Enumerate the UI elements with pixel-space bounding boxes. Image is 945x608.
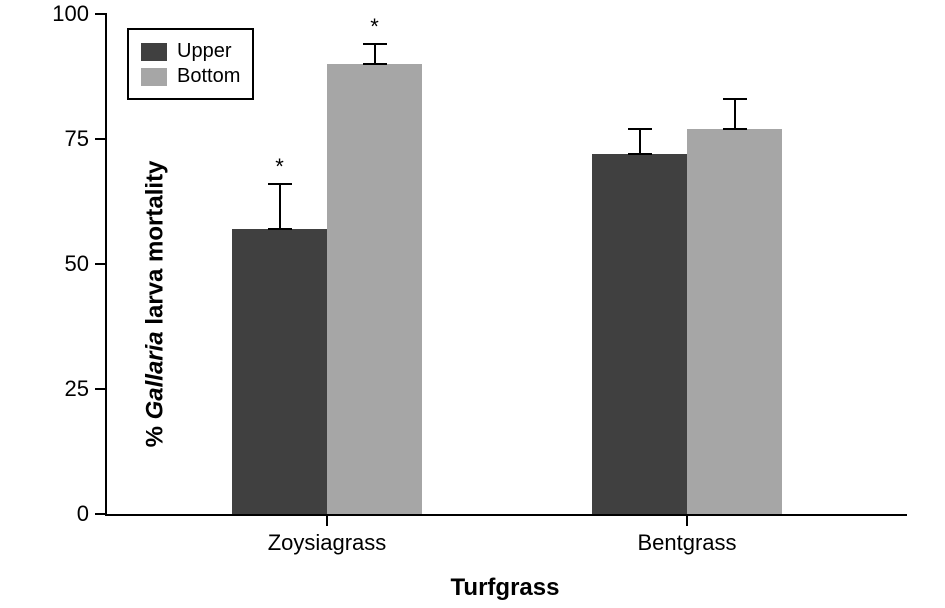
error-bar-cap <box>363 43 387 45</box>
error-bar-cap <box>723 98 747 100</box>
error-bar-stem <box>279 184 281 229</box>
bar <box>327 64 422 514</box>
significance-marker: * <box>275 154 284 180</box>
x-axis-title: Turfgrass <box>105 574 905 602</box>
legend-swatch <box>141 68 167 86</box>
x-tick <box>686 514 688 526</box>
error-bar-cap <box>628 153 652 155</box>
error-bar-stem <box>374 44 376 64</box>
x-tick <box>326 514 328 526</box>
bar <box>232 229 327 514</box>
legend-swatch <box>141 43 167 61</box>
y-tick-label: 50 <box>65 251 89 277</box>
legend-row: Bottom <box>141 65 240 88</box>
bar <box>592 154 687 514</box>
legend-label: Bottom <box>177 65 240 88</box>
y-tick <box>95 513 107 515</box>
error-bar-cap <box>268 228 292 230</box>
bar <box>687 129 782 514</box>
y-tick <box>95 13 107 15</box>
significance-marker: * <box>370 14 379 40</box>
error-bar-cap <box>723 128 747 130</box>
y-tick-label: 25 <box>65 376 89 402</box>
legend-label: Upper <box>177 40 231 63</box>
y-tick-label: 100 <box>52 1 89 27</box>
legend-row: Upper <box>141 40 240 63</box>
error-bar-stem <box>639 129 641 154</box>
error-bar-cap <box>628 128 652 130</box>
y-tick-label: 0 <box>77 501 89 527</box>
y-tick <box>95 263 107 265</box>
x-tick-label: Bentgrass <box>637 530 736 556</box>
y-tick <box>95 138 107 140</box>
error-bar-stem <box>734 99 736 129</box>
legend: UpperBottom <box>127 28 254 100</box>
y-tick <box>95 388 107 390</box>
chart-container: % Gallaria larva mortality Turfgrass 025… <box>0 0 945 608</box>
error-bar-cap <box>268 183 292 185</box>
y-tick-label: 75 <box>65 126 89 152</box>
plot-area: 0255075100Zoysiagrass**BentgrassUpperBot… <box>105 14 907 516</box>
x-tick-label: Zoysiagrass <box>268 530 387 556</box>
error-bar-cap <box>363 63 387 65</box>
